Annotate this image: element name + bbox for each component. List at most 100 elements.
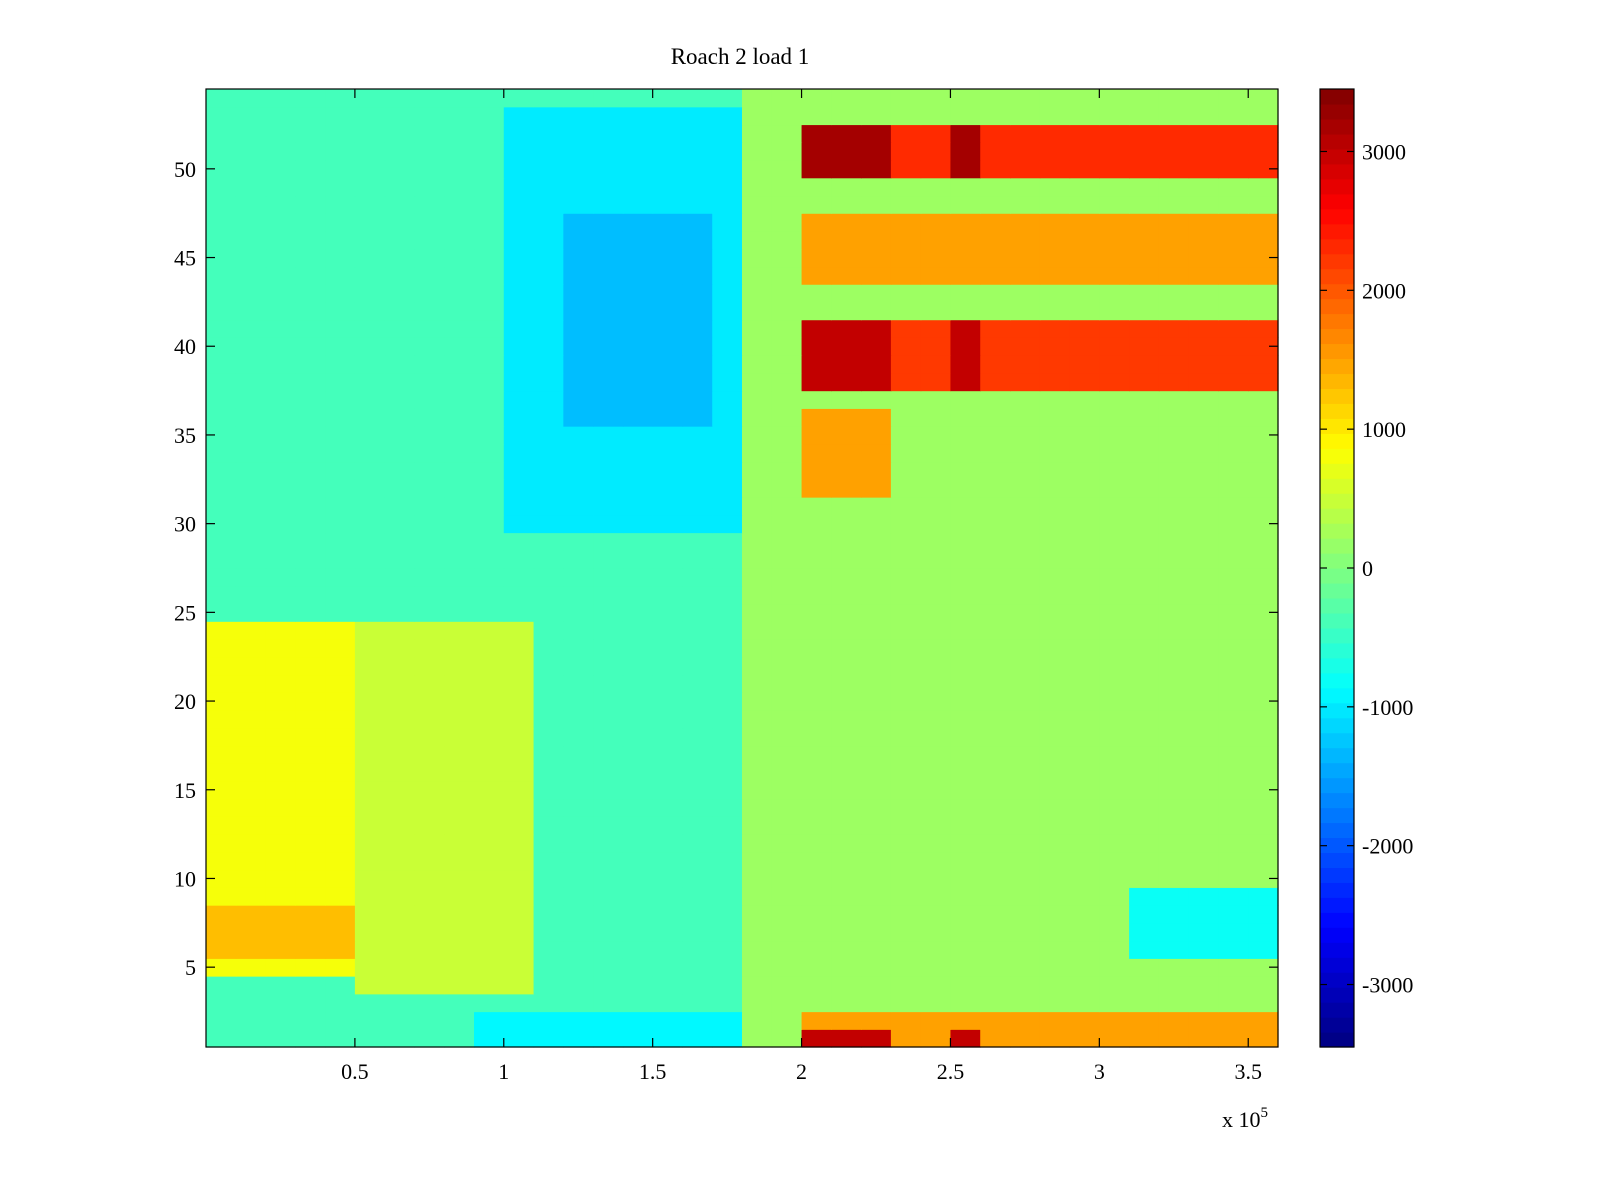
heatmap-cell <box>563 195 594 214</box>
colorbar-step <box>1320 508 1354 524</box>
heatmap-cell <box>1188 603 1220 622</box>
heatmap-cell <box>384 461 416 480</box>
heatmap-cell <box>712 514 743 534</box>
heatmap-cell <box>235 124 267 143</box>
heatmap-cell <box>354 301 386 321</box>
heatmap-cell <box>384 230 416 250</box>
heatmap-cell <box>474 550 505 569</box>
heatmap-cell <box>533 550 564 569</box>
heatmap-cell <box>503 568 535 587</box>
heatmap-cell <box>235 585 267 605</box>
colorbar-step <box>1320 687 1354 704</box>
heatmap-cell <box>1129 124 1160 143</box>
heatmap-cell <box>980 195 1011 214</box>
heatmap-cell <box>503 266 535 285</box>
heatmap-cell <box>1248 497 1279 516</box>
heatmap-cell <box>712 390 743 409</box>
colorbar-step <box>1320 298 1354 315</box>
heatmap-cell <box>503 1011 535 1030</box>
heatmap-cell <box>742 692 773 711</box>
heatmap-cell <box>265 656 296 676</box>
heatmap-cell <box>1010 284 1041 303</box>
heatmap-cell <box>652 692 684 711</box>
heatmap-cell <box>206 745 237 764</box>
heatmap-cell <box>593 266 624 285</box>
heatmap-cell <box>1010 266 1041 285</box>
heatmap-cell <box>771 177 803 197</box>
heatmap-cell <box>235 479 267 498</box>
heatmap-cell <box>235 851 267 871</box>
heatmap-cell <box>206 940 237 959</box>
heatmap-cell <box>920 159 952 179</box>
heatmap-cell <box>444 568 475 587</box>
heatmap-cell <box>1010 674 1041 693</box>
heatmap-cell <box>1218 905 1249 924</box>
heatmap-cell <box>1099 905 1130 924</box>
colorbar-step <box>1320 163 1354 180</box>
heatmap-cell <box>1158 798 1190 817</box>
heatmap-cell <box>1039 638 1071 658</box>
heatmap-cell <box>533 763 564 782</box>
y-tick-label: 45 <box>174 246 196 271</box>
heatmap-cell <box>801 851 832 871</box>
heatmap-cell <box>1158 426 1190 445</box>
heatmap-cell <box>206 834 237 853</box>
heatmap-cell <box>890 798 922 817</box>
heatmap-cell <box>920 319 952 338</box>
heatmap-cell <box>563 497 594 516</box>
heatmap-cell <box>414 869 445 888</box>
heatmap-cell <box>503 124 535 143</box>
heatmap-cell <box>682 461 713 480</box>
heatmap-cell <box>533 106 564 126</box>
heatmap-cell <box>712 621 743 640</box>
heatmap-cell <box>295 355 326 374</box>
heatmap-cell <box>295 213 326 232</box>
heatmap-cell <box>1010 106 1041 126</box>
heatmap-cell <box>742 408 773 427</box>
heatmap-cell <box>682 248 713 268</box>
heatmap-cell <box>474 1029 505 1048</box>
heatmap-cell <box>652 213 684 232</box>
heatmap-cell <box>444 585 475 605</box>
heatmap-cell <box>206 213 237 232</box>
heatmap-cell <box>1129 497 1160 516</box>
x-tick-label: 3.5 <box>1234 1059 1262 1084</box>
heatmap-cell <box>593 674 624 693</box>
heatmap-cell <box>593 692 624 711</box>
colorbar-step <box>1320 208 1354 225</box>
heatmap-cell <box>533 89 564 108</box>
heatmap-cell <box>890 1029 922 1048</box>
heatmap-cell <box>325 727 356 747</box>
heatmap-cell <box>890 745 922 764</box>
heatmap-cell <box>414 603 445 622</box>
heatmap-cell <box>712 905 743 924</box>
heatmap-cell <box>1188 727 1220 747</box>
heatmap-cell <box>771 869 803 888</box>
heatmap-cell <box>801 727 832 747</box>
heatmap-cell <box>682 550 713 569</box>
heatmap-cell <box>682 443 713 463</box>
y-tick-label: 30 <box>174 512 196 537</box>
heatmap-cell <box>1129 106 1160 126</box>
heatmap-cell <box>414 89 445 108</box>
heatmap-cell <box>801 319 832 338</box>
heatmap-cell <box>831 905 862 924</box>
heatmap-cell <box>1099 869 1130 888</box>
heatmap-cell <box>1248 727 1279 747</box>
heatmap-cell <box>295 266 326 285</box>
heatmap-cell <box>771 674 803 693</box>
heatmap-cell <box>652 426 684 445</box>
heatmap-cell <box>1069 780 1100 800</box>
heatmap-cell <box>1099 266 1130 285</box>
heatmap-cell <box>235 763 267 782</box>
heatmap-cell <box>1248 993 1279 1013</box>
heatmap-cell <box>682 89 713 108</box>
heatmap-cell <box>414 656 445 676</box>
heatmap-cell <box>1248 319 1279 338</box>
colorbar-step <box>1320 418 1354 434</box>
heatmap-cell <box>1069 337 1100 356</box>
heatmap-cell <box>1069 798 1100 817</box>
heatmap-cell <box>950 319 981 338</box>
heatmap-cell <box>1039 497 1071 516</box>
heatmap-cell <box>563 408 594 427</box>
